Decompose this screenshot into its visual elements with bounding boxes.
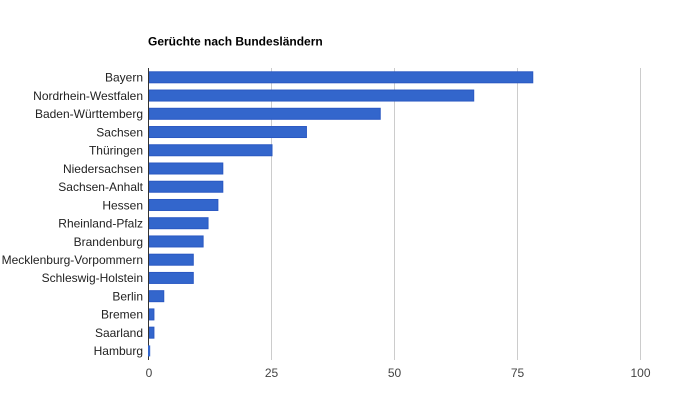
svg-text:Hamburg: Hamburg bbox=[94, 344, 143, 358]
svg-text:Nordrhein-Westfalen: Nordrhein-Westfalen bbox=[33, 89, 143, 103]
svg-text:Bayern: Bayern bbox=[105, 71, 143, 85]
svg-text:Thüringen: Thüringen bbox=[89, 144, 143, 158]
svg-text:Niedersachsen: Niedersachsen bbox=[63, 162, 143, 176]
svg-text:Mecklenburg-Vorpommern: Mecklenburg-Vorpommern bbox=[2, 253, 143, 267]
svg-text:100: 100 bbox=[630, 366, 650, 380]
svg-text:Sachsen: Sachsen bbox=[96, 125, 143, 139]
svg-text:0: 0 bbox=[146, 366, 153, 380]
svg-text:Rheinland-Pfalz: Rheinland-Pfalz bbox=[58, 217, 143, 231]
svg-text:50: 50 bbox=[388, 366, 402, 380]
svg-text:Sachsen-Anhalt: Sachsen-Anhalt bbox=[58, 180, 143, 194]
svg-text:Baden-Württemberg: Baden-Württemberg bbox=[35, 107, 143, 121]
svg-text:Schleswig-Holstein: Schleswig-Holstein bbox=[42, 271, 143, 285]
svg-text:Gerüchte nach Bundesländern: Gerüchte nach Bundesländern bbox=[148, 35, 323, 49]
svg-text:Berlin: Berlin bbox=[112, 289, 143, 303]
svg-text:25: 25 bbox=[265, 366, 279, 380]
svg-text:Bremen: Bremen bbox=[101, 308, 143, 322]
svg-text:Hessen: Hessen bbox=[102, 198, 143, 212]
svg-text:75: 75 bbox=[511, 366, 525, 380]
svg-text:Saarland: Saarland bbox=[95, 326, 143, 340]
svg-text:Brandenburg: Brandenburg bbox=[74, 235, 143, 249]
